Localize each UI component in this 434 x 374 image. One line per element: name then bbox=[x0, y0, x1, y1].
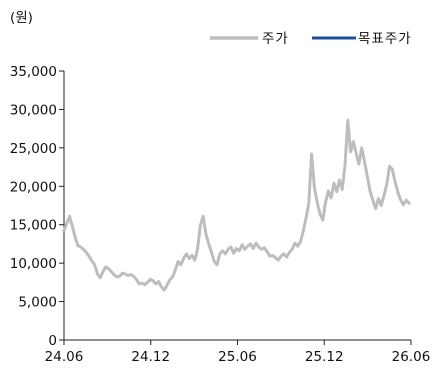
legend-label-price: 주가 bbox=[262, 31, 289, 47]
x-tick-label: 24.12 bbox=[131, 349, 170, 365]
y-axis: 0 5,000 10,000 15,000 20,000 25,000 30,000 35,0… bbox=[10, 64, 65, 349]
y-tick-label: 35,000 bbox=[10, 64, 57, 80]
x-tick-label: 25.12 bbox=[305, 349, 344, 365]
series-line-0 bbox=[62, 118, 411, 292]
y-tick-label: 10,000 bbox=[10, 256, 57, 272]
y-tick-label: 25,000 bbox=[10, 141, 57, 157]
legend: 주가 목표주가 bbox=[210, 31, 412, 47]
x-tick-label: 25.06 bbox=[218, 349, 257, 365]
y-tick-label: 15,000 bbox=[10, 218, 57, 234]
y-tick-label: 5,000 bbox=[18, 295, 57, 311]
x-tick-label: 24.06 bbox=[45, 349, 84, 365]
y-tick-label: 20,000 bbox=[10, 179, 57, 195]
series-layer bbox=[62, 118, 411, 292]
legend-label-target-price: 목표주가 bbox=[358, 31, 412, 47]
y-axis-unit-label: (원) bbox=[10, 10, 33, 26]
y-tick-label: 30,000 bbox=[10, 102, 57, 118]
y-tick-label: 0 bbox=[48, 333, 57, 349]
x-tick-label: 26.06 bbox=[392, 349, 431, 365]
x-axis: 24.06 24.12 25.06 25.12 26.06 bbox=[45, 339, 431, 365]
